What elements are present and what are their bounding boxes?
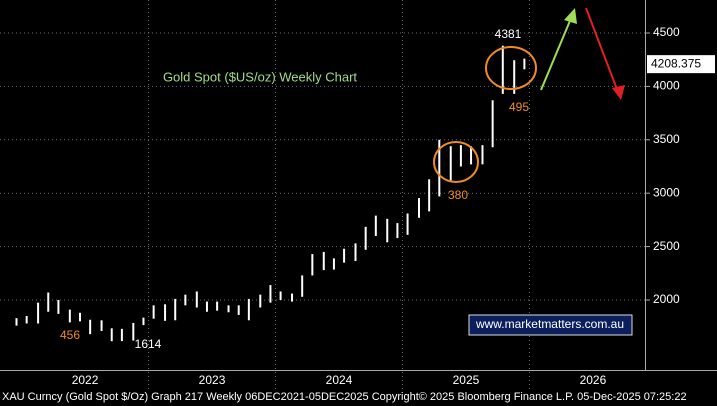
plot-area: 2000 2500 3000 3500 4000 4500 2022 2023 2024 2025… (0, 0, 680, 392)
annotation: 1614 (135, 337, 162, 351)
annotation: 4381 (495, 27, 522, 41)
chart-title: Gold Spot ($US/oz) Weekly Chart (163, 69, 357, 84)
up-arrow-head (564, 8, 577, 24)
y-tick-label: 2000 (653, 292, 680, 306)
watermark: www.marketmatters.com.au (475, 317, 624, 331)
watermark-box (468, 314, 633, 336)
up-arrow (540, 15, 573, 91)
x-tick-label: 2022 (72, 373, 99, 387)
last-price-label: 4208.375 (651, 56, 701, 70)
last-price-box (647, 55, 715, 74)
highlight-circle (433, 141, 479, 183)
footer: XAU Curncy (Gold Spot $/Oz) Graph 217 We… (2, 391, 687, 403)
down-arrow-head (612, 85, 625, 100)
y-tick-label: 3000 (653, 185, 680, 199)
x-tick-label: 2024 (326, 373, 353, 387)
y-tick-label: 4500 (653, 25, 680, 39)
annotation: 380 (448, 188, 468, 202)
x-tick-label: 2026 (580, 373, 607, 387)
annotation: 456 (60, 328, 80, 342)
highlight-circle (485, 46, 537, 90)
annotation: 495 (509, 100, 529, 114)
x-tick-label: 2025 (453, 373, 480, 387)
x-tick-label: 2023 (199, 373, 226, 387)
down-arrow (585, 7, 619, 93)
y-tick-label: 4000 (653, 79, 680, 93)
y-tick-label: 2500 (653, 239, 680, 253)
y-tick-label: 3500 (653, 132, 680, 146)
